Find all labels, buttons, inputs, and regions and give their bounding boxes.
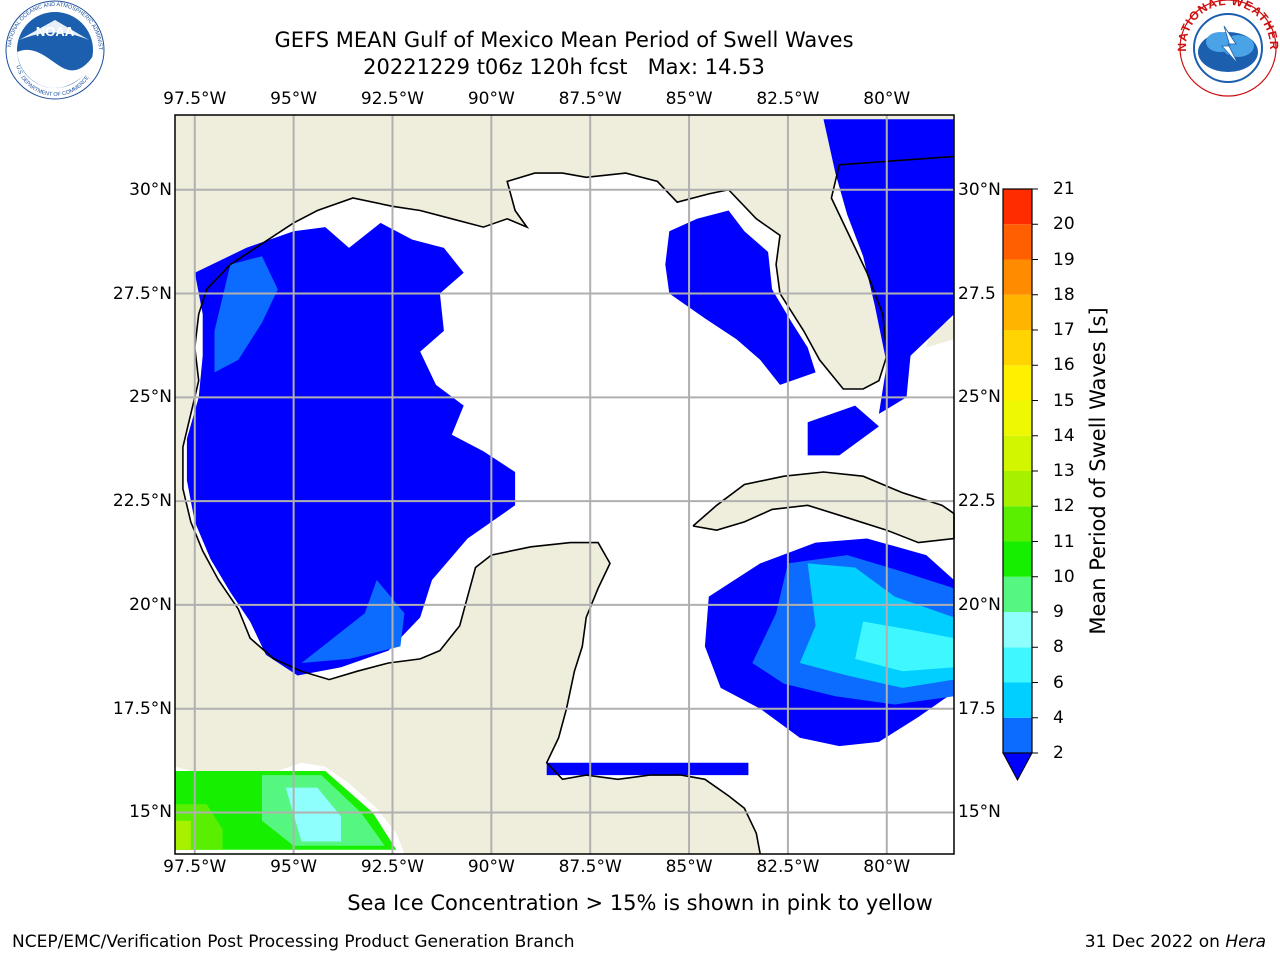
swell-western-gulf — [186, 222, 516, 676]
swell-atlantic-northeast — [823, 119, 954, 414]
lon-label-top: 97.5°W — [163, 89, 227, 109]
swell-caribbean-aqua — [855, 621, 954, 672]
lat-label-left: 27.5°N — [112, 283, 172, 304]
noaa-logo: NOAA NATIONAL OCEANIC AND ATMOSPHERIC AD… — [5, 0, 105, 100]
swell-pacific-pale — [285, 787, 342, 842]
land-cuba — [693, 472, 954, 543]
swell-honduras-coast — [546, 762, 749, 776]
footer-date: 31 Dec 2022 on Hera — [1085, 932, 1266, 952]
colorbar-segment — [1003, 189, 1032, 225]
sea-ice-note: Sea Ice Concentration > 15% is shown in … — [347, 891, 933, 915]
colorbar-tick-label: 11 — [1053, 531, 1075, 552]
colorbar-tick-label: 17 — [1053, 320, 1075, 340]
colorbar-tick-label: 18 — [1053, 284, 1075, 305]
lon-label-bot: 90°W — [467, 857, 515, 877]
lon-label-top: 92.5°W — [360, 89, 425, 109]
colorbar-segment — [1003, 330, 1032, 366]
swell-straits-florida — [807, 405, 879, 456]
swell-campeche-light-blue — [301, 580, 405, 663]
colorbar-tick-label: 13 — [1053, 461, 1075, 481]
swell-period-field — [175, 119, 954, 850]
lon-label-top: 90°W — [467, 89, 515, 109]
colorbar-tick-label: 20 — [1053, 214, 1075, 235]
noaa-logo-text: NOAA — [36, 24, 75, 39]
colorbar-segment — [1003, 682, 1032, 718]
colorbar-tick-label: 10 — [1053, 566, 1075, 587]
colorbar-segment — [1003, 506, 1032, 542]
lon-label-top: 82.5°W — [756, 89, 820, 109]
map-frame — [174, 114, 955, 855]
colorbar-tick-label: 19 — [1053, 249, 1075, 270]
colorbar-segment — [1003, 400, 1032, 436]
colorbar-segment — [1003, 717, 1032, 753]
figure-title-line2: 20221229 t06z 120h fcst Max: 14.53 — [363, 55, 765, 79]
colorbar-segment — [1003, 224, 1032, 260]
figure-title-line1: GEFS MEAN Gulf of Mexico Mean Period of … — [274, 28, 854, 52]
colorbar-segment — [1003, 471, 1032, 507]
lon-label-bot: 85°W — [665, 857, 713, 877]
lat-label-left: 17.5°N — [112, 698, 172, 719]
lat-label-right: 30°N — [958, 179, 1001, 200]
lat-label-left: 15°N — [129, 802, 172, 823]
lat-label-right: 15°N — [958, 802, 1001, 823]
nws-logo: NATIONAL WEATHER SERVICE — [1175, 0, 1280, 97]
colorbar-tick-label: 6 — [1053, 672, 1064, 693]
colorbar-segment — [1003, 435, 1032, 471]
lon-label-bot: 82.5°W — [756, 857, 820, 877]
land-north-america — [175, 115, 954, 854]
lon-label-bot: 95°W — [270, 857, 318, 877]
colorbar-segment — [1003, 647, 1032, 683]
colorbar-segment — [1003, 576, 1032, 612]
lon-label-bot: 87.5°W — [558, 857, 622, 877]
lon-label-top: 85°W — [665, 89, 713, 109]
colorbar-tick-label: 8 — [1053, 637, 1064, 658]
colorbar-tick-label: 16 — [1053, 355, 1075, 376]
lat-label-right: 17.5 — [958, 698, 996, 719]
colorbar-tick-label: 4 — [1053, 707, 1064, 728]
colorbar-extend-arrow — [1002, 752, 1033, 782]
swell-eastern-gulf-florida — [665, 210, 816, 385]
colorbar-segment — [1003, 365, 1032, 401]
lat-label-left: 30°N — [129, 179, 172, 200]
lon-label-bot: 80°W — [863, 857, 911, 877]
lat-label-left: 20°N — [129, 594, 172, 615]
footer-host: Hera — [1225, 932, 1266, 952]
colorbar-segment — [1003, 259, 1032, 295]
colorbar-tick-label: 21 — [1053, 179, 1075, 199]
land-bahamas — [926, 318, 954, 348]
footer-date-text: 31 Dec 2022 on — [1084, 932, 1226, 952]
colorbar-tick-label: 12 — [1053, 496, 1075, 517]
colorbar-tick-label: 15 — [1053, 390, 1075, 411]
lat-label-left: 22.5°N — [112, 491, 172, 512]
lat-label-right: 22.5 — [958, 491, 996, 512]
lat-label-left: 25°N — [129, 387, 172, 408]
lat-label-right: 20°N — [958, 594, 1001, 615]
lon-label-top: 87.5°W — [558, 89, 622, 109]
colorbar-title: Mean Period of Swell Waves [s] — [1086, 307, 1110, 635]
lon-label-top: 95°W — [270, 89, 318, 109]
colorbar-segment — [1003, 612, 1032, 648]
colorbar-segment — [1003, 541, 1032, 577]
colorbar-tick-label: 9 — [1053, 602, 1064, 622]
lat-label-right: 25°N — [958, 387, 1001, 408]
coastline-segment-0 — [182, 155, 955, 855]
graticule — [175, 115, 954, 854]
lon-label-bot: 92.5°W — [360, 857, 425, 877]
lon-label-bot: 97.5°W — [163, 857, 227, 877]
lon-label-top: 80°W — [863, 89, 911, 109]
colorbar-tick-label: 14 — [1053, 425, 1075, 446]
footer-organization: NCEP/EMC/Verification Post Processing Pr… — [12, 932, 575, 952]
colorbar-tick-label: 2 — [1053, 743, 1064, 763]
colorbar — [1002, 188, 1038, 782]
colorbar-segment — [1003, 294, 1032, 330]
swell-pacific-lime — [175, 820, 191, 850]
swell-west-gulf-light-blue — [214, 256, 278, 373]
lat-label-right: 27.5 — [958, 283, 996, 304]
